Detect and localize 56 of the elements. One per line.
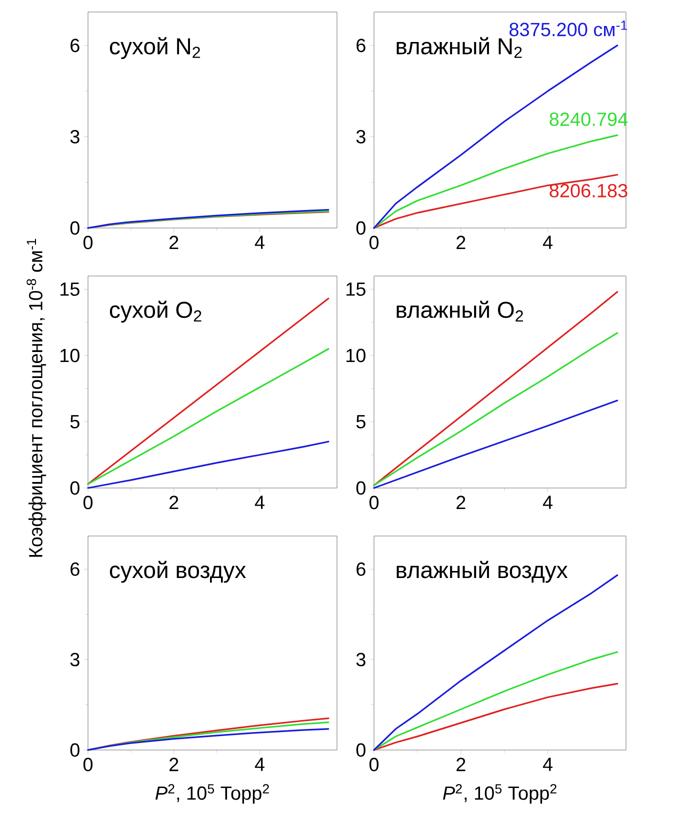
y-tick-label: 0 [70,481,80,495]
text: влажный N$_{2}$ [396,37,522,58]
y-tick-label: 15 [346,282,366,296]
y-tick-label: 3 [356,652,366,666]
y-tick-label: 6 [70,562,80,576]
series-label: 8375.200 см$^{-1}$ [510,20,627,36]
y-tick-label: 5 [356,415,366,428]
x-tick-label: 2 [170,236,178,250]
y-tick-label: 6 [70,38,80,52]
y-tick-label: 3 [70,652,80,666]
series-label: 8240.794 [550,112,628,126]
line-series [373,651,618,751]
line-series [87,440,330,489]
x-tick-label: 0 [83,496,93,510]
x-tick-label: 2 [170,758,178,772]
y-tick-label: 10 [60,348,80,362]
y-tick-label: 5 [70,415,80,428]
x-tick-label: 0 [369,236,379,250]
y-tick-label: 3 [356,130,366,144]
text: влажный O$_{2}$ [396,300,523,322]
x-tick-label: 4 [542,236,553,249]
x-axis-title: P$^{2}$, 10$^{5}$ Торр$^{2}$ [443,784,556,804]
y-tick-label: 0 [356,481,366,495]
x-tick-label: 4 [254,758,264,771]
x-tick-label: 2 [170,496,178,510]
x-tick-label: 2 [456,758,466,772]
x-tick-label: 4 [254,496,264,509]
text: сухой N$_{2}$ [110,37,200,59]
line-series [373,291,618,486]
x-tick-label: 4 [542,758,553,771]
text: влажный воздух [396,560,568,583]
y-tick-label: 0 [356,743,366,757]
y-axis-title: Коэффициент поглощения, 10$^{-8}$ см$^{-1}$ [26,238,46,557]
text: сухой воздух [110,560,246,583]
line-series [87,728,330,751]
x-tick-label: 0 [83,758,93,772]
x-tick-label: 4 [542,496,553,509]
x-tick-label: 0 [369,758,379,772]
y-tick-label: 6 [356,562,366,576]
y-tick-label: 0 [70,221,80,235]
x-tick-label: 2 [456,236,466,250]
x-axis-title: P$^{2}$, 10$^{5}$ Торр$^{2}$ [156,784,269,804]
text: сухой O$_{2}$ [110,300,202,323]
series-label: 8206.183 [550,184,628,198]
x-tick-label: 0 [369,496,379,510]
x-tick-label: 0 [83,236,93,250]
line-series [373,400,618,489]
y-tick-label: 15 [60,282,80,296]
y-tick-label: 0 [70,743,80,757]
x-tick-label: 2 [456,496,466,510]
y-tick-label: 10 [346,348,366,362]
line-series [373,332,618,486]
y-tick-label: 0 [356,221,366,235]
y-tick-label: 3 [70,130,80,144]
y-tick-label: 6 [356,38,366,52]
x-tick-label: 4 [254,236,264,249]
